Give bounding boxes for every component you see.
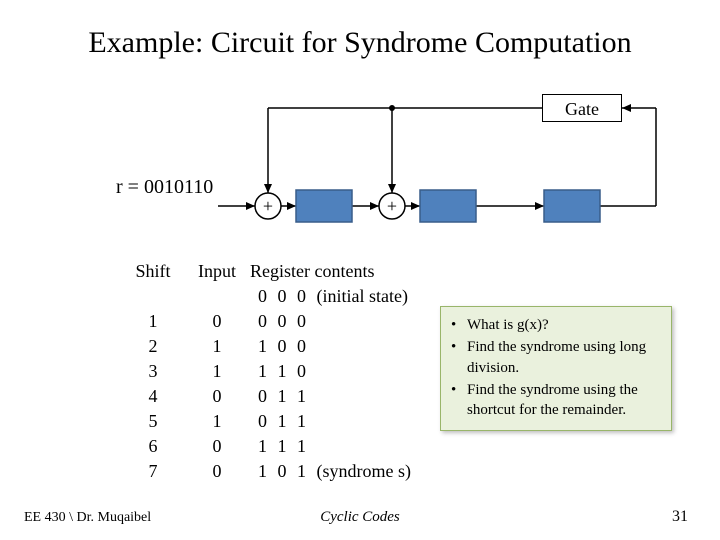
table-row: 400 1 1 [122, 385, 420, 408]
footer-center: Cyclic Codes [0, 509, 720, 526]
col-register: Register contents [250, 260, 420, 283]
callout-item: Find the syndrome using the shortcut for… [451, 380, 661, 421]
svg-text:+: + [387, 196, 397, 216]
table-row: 100 0 0 [122, 310, 420, 333]
shift-register-table: ShiftInputRegister contents0 0 0 (initia… [120, 258, 422, 485]
table-row: 601 1 1 [122, 435, 420, 458]
table-row: 510 1 1 [122, 410, 420, 433]
callout-item: What is g(x)? [451, 315, 661, 335]
col-input: Input [186, 260, 248, 283]
table-row: 211 0 0 [122, 335, 420, 358]
svg-text:+: + [263, 196, 273, 216]
col-shift: Shift [122, 260, 184, 283]
questions-callout: What is g(x)?Find the syndrome using lon… [440, 306, 672, 431]
initial-state: 0 0 0 (initial state) [250, 285, 420, 308]
callout-item: Find the syndrome using long division. [451, 337, 661, 378]
table-row: 311 1 0 [122, 360, 420, 383]
slide-number: 31 [672, 508, 688, 526]
table-row: 701 0 1 (syndrome s) [122, 460, 420, 483]
